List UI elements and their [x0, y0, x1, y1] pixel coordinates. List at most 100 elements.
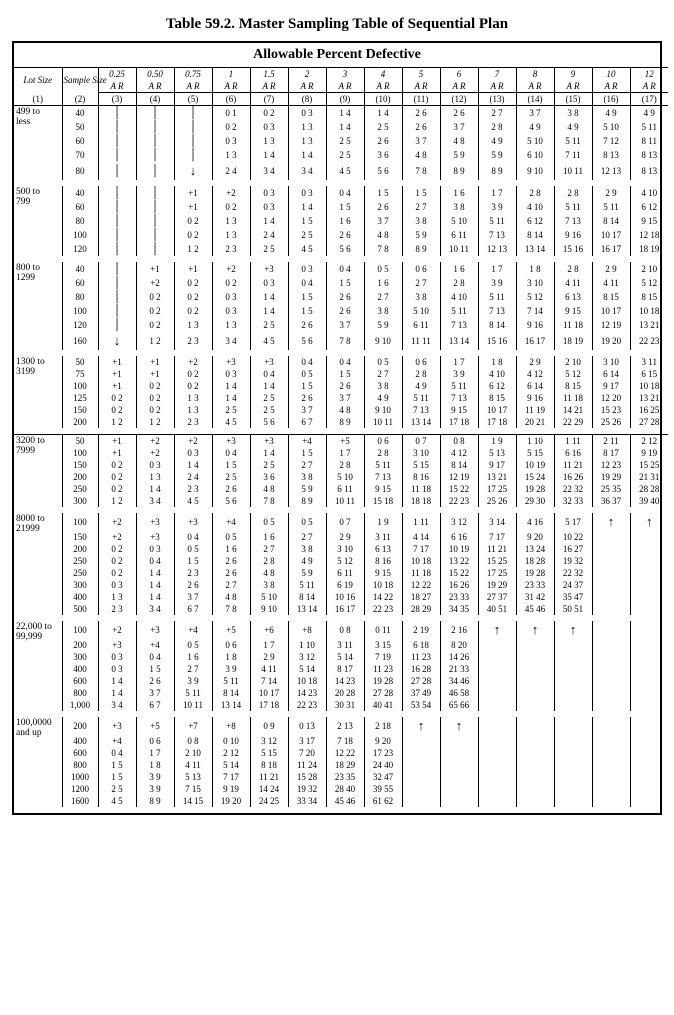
- ar-cell: 6 12: [478, 380, 516, 392]
- sample-size-cell: 100: [62, 380, 98, 392]
- ar-cell: [402, 747, 440, 759]
- ar-cell: ↑: [478, 621, 516, 639]
- ar-cell: 4 10: [478, 368, 516, 380]
- ar-cell: 8 15: [630, 290, 668, 304]
- ar-cell: +2: [174, 435, 212, 448]
- sample-size-cell: 300: [62, 579, 98, 591]
- ar-cell: 8 11: [630, 134, 668, 148]
- ar-cell: 6 7: [288, 416, 326, 428]
- ar-cell: [554, 699, 592, 711]
- ar-cell: 3 4: [212, 332, 250, 350]
- column-index: (14): [516, 93, 554, 106]
- ar-cell: 0 4: [98, 747, 136, 759]
- ar-cell: 10 11: [174, 699, 212, 711]
- ar-cell: 3 4: [136, 495, 174, 507]
- ar-cell: 2 7: [288, 459, 326, 471]
- ar-cell: [554, 795, 592, 807]
- ar-cell: 10 17: [592, 228, 630, 242]
- ar-cell: 4 9: [364, 392, 402, 404]
- sample-size-cell: 400: [62, 663, 98, 675]
- ar-cell: 0 3: [98, 651, 136, 663]
- ar-cell: [516, 747, 554, 759]
- ar-cell: 15 25: [478, 555, 516, 567]
- ar-cell: 1 3: [250, 134, 288, 148]
- ar-cell: 9 15: [364, 483, 402, 495]
- ar-cell: 16 26: [440, 579, 478, 591]
- ar-cell: 10 11: [364, 416, 402, 428]
- ar-cell: 0 5: [288, 368, 326, 380]
- ar-cell: 3 9: [174, 675, 212, 687]
- ar-cell: 3 15: [364, 639, 402, 651]
- ar-cell: 0 2: [136, 380, 174, 392]
- sample-size-cell: 1600: [62, 795, 98, 807]
- table-row: 1500 20 21 32 52 53 74 89 107 139 1510 1…: [14, 404, 668, 416]
- ar-cell: 10 17: [250, 687, 288, 699]
- sample-size-cell: 800: [62, 759, 98, 771]
- ar-cell: 17 25: [478, 483, 516, 495]
- ar-cell: 0 5: [288, 513, 326, 531]
- ar-cell: 11 23: [402, 651, 440, 663]
- lot-size-label: 22,000 to99,999: [14, 621, 62, 711]
- ar-cell: ↓: [98, 332, 136, 350]
- pct-header: 6: [440, 68, 478, 81]
- sample-size-cell: 50: [62, 120, 98, 134]
- ar-cell: [554, 663, 592, 675]
- ar-cell: 8 9: [402, 242, 440, 256]
- ar-cell: 1 6: [326, 214, 364, 228]
- ar-cell: 1 9: [478, 435, 516, 448]
- ar-cell: 5 9: [288, 567, 326, 579]
- ar-cell: 5 12: [554, 368, 592, 380]
- table-row: 500 to79940││+1+20 30 30 41 51 51 61 72 …: [14, 186, 668, 200]
- ar-cell: 11 21: [250, 771, 288, 783]
- table-row: 80││0 21 31 41 51 63 73 85 105 116 127 1…: [14, 214, 668, 228]
- ar-cell: 13 21: [630, 392, 668, 404]
- ar-cell: 9 20: [364, 735, 402, 747]
- ar-cell: 2 7: [288, 531, 326, 543]
- column-index: (3): [98, 93, 136, 106]
- ar-cell: 15 16: [554, 242, 592, 256]
- pct-header: 7: [478, 68, 516, 81]
- ar-cell: 25 26: [478, 495, 516, 507]
- ar-cell: 1 7: [250, 639, 288, 651]
- ar-cell: 7 13: [364, 471, 402, 483]
- ar-cell: [592, 579, 630, 591]
- ar-cell: 4 11: [250, 663, 288, 675]
- ar-cell: 15 25: [630, 459, 668, 471]
- ar-cell: 1 5: [288, 380, 326, 392]
- ar-cell: 15 23: [592, 404, 630, 416]
- ar-cell: 8 14: [516, 228, 554, 242]
- ar-cell: 1 3: [288, 120, 326, 134]
- pct-header: 2: [288, 68, 326, 81]
- ar-cell: 9 16: [516, 318, 554, 332]
- master-sampling-table: Allowable Percent Defective Lot Size Sam…: [12, 41, 662, 815]
- ar-cell: 18 18: [402, 495, 440, 507]
- ar-cell: +4: [174, 621, 212, 639]
- sample-size-cell: 100: [62, 621, 98, 639]
- ar-cell: 7 8: [326, 332, 364, 350]
- ar-cell: 23 35: [326, 771, 364, 783]
- column-index: (15): [554, 93, 592, 106]
- ar-cell: +1: [174, 200, 212, 214]
- ar-cell: 6 14: [516, 380, 554, 392]
- ar-cell: 19 28: [516, 567, 554, 579]
- ar-cell: +8: [212, 717, 250, 735]
- table-row: 5002 33 46 77 89 1013 1416 1722 2328 293…: [14, 603, 668, 615]
- ar-cell: [402, 735, 440, 747]
- ar-cell: 1 4: [174, 459, 212, 471]
- sample-size-cell: 40: [62, 186, 98, 200]
- ar-cell: 15 16: [478, 332, 516, 350]
- ar-cell: [516, 699, 554, 711]
- ar-cell: 9 15: [630, 214, 668, 228]
- ar-cell: 4 10: [440, 290, 478, 304]
- ar-cell: +1: [174, 186, 212, 200]
- ar-subheader: A R: [136, 80, 174, 93]
- ar-cell: 17 18: [478, 416, 516, 428]
- ar-cell: 8 9: [288, 495, 326, 507]
- ar-cell: 2 11: [592, 435, 630, 448]
- table-row: 4001 31 43 74 85 108 1410 1614 2218 2723…: [14, 591, 668, 603]
- ar-cell: 5 10: [516, 134, 554, 148]
- ar-cell: 1 4: [364, 106, 402, 121]
- ar-cell: 1 4: [136, 483, 174, 495]
- table-row: 16004 58 914 1519 2024 2533 3445 4661 62: [14, 795, 668, 807]
- ar-cell: 1 3: [174, 318, 212, 332]
